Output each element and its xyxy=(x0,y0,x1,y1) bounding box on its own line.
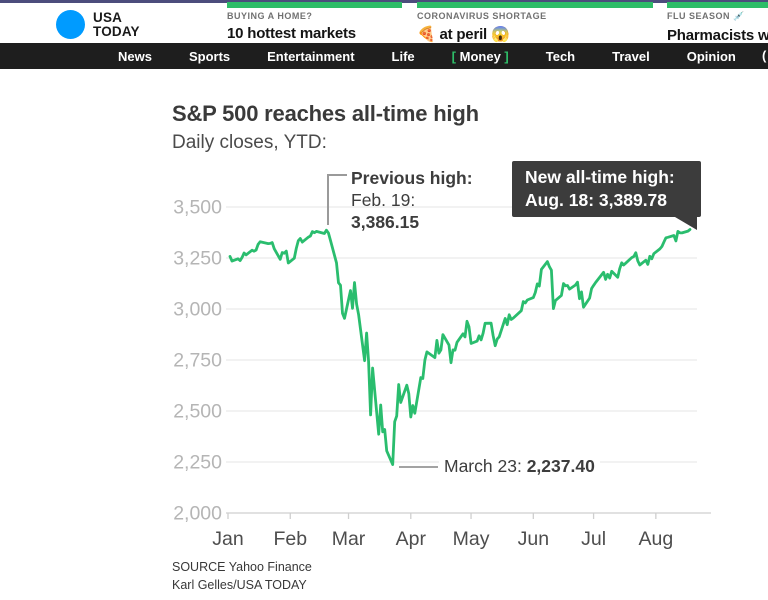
nav-item-partial[interactable]: ( xyxy=(762,48,767,63)
active-bracket-close: ] xyxy=(500,48,509,64)
svg-text:Apr: Apr xyxy=(396,528,427,550)
nav-item-news[interactable]: News xyxy=(118,48,152,64)
svg-text:Jun: Jun xyxy=(518,528,549,550)
nav-item-sports[interactable]: Sports xyxy=(188,48,231,64)
headline-teaser[interactable]: BUYING A HOME? 10 hottest markets xyxy=(227,11,356,42)
usatoday-logo-text: USA TODAY xyxy=(93,9,140,39)
usatoday-logo[interactable]: USA TODAY xyxy=(56,10,140,39)
svg-text:Feb: Feb xyxy=(273,528,307,550)
active-bracket-open: [ xyxy=(451,48,460,64)
svg-text:Jul: Jul xyxy=(581,528,606,550)
page-title: S&P 500 reaches all-time high xyxy=(172,101,479,126)
headline-teaser[interactable]: FLU SEASON 💉 Pharmacists wearing 😁 xyxy=(667,11,768,44)
nav-item-tech[interactable]: Tech xyxy=(545,48,576,64)
march-low-connector xyxy=(399,466,438,468)
teaser-headline[interactable]: 10 hottest markets xyxy=(227,25,356,42)
masthead: USA TODAY BUYING A HOME? 10 hottest marke… xyxy=(0,8,768,44)
headline-teaser[interactable]: CORONAVIRUS SHORTAGE 🍕 at peril 😱 xyxy=(417,11,547,43)
nav-item-opinion[interactable]: Opinion xyxy=(686,48,736,64)
svg-text:2,750: 2,750 xyxy=(173,350,222,372)
previous-high-connector-horizontal xyxy=(327,174,347,176)
annotation-previous-high: Previous high: Feb. 19: 3,386.15 xyxy=(351,168,473,232)
teaser-kicker: CORONAVIRUS SHORTAGE xyxy=(417,11,547,21)
teaser-kicker: BUYING A HOME? xyxy=(227,11,313,21)
teaser-headline[interactable]: Pharmacists wearing 😁 xyxy=(667,27,768,44)
nav-item-label: Money xyxy=(459,48,501,64)
svg-text:2,000: 2,000 xyxy=(173,503,222,525)
annotation-march-low: March 23: 2,237.40 xyxy=(439,456,600,479)
svg-text:Mar: Mar xyxy=(332,528,366,550)
svg-text:3,000: 3,000 xyxy=(173,299,222,321)
svg-text:2,250: 2,250 xyxy=(173,452,222,474)
top-accent-strip xyxy=(0,0,768,3)
svg-text:2,500: 2,500 xyxy=(173,401,222,423)
tooltip-tail xyxy=(675,217,697,230)
chart-subtitle: Daily closes, YTD: xyxy=(172,132,327,153)
svg-text:3,500: 3,500 xyxy=(173,197,222,219)
svg-text:Jan: Jan xyxy=(212,528,243,550)
teaser-accent-bar xyxy=(417,2,653,8)
main-nav: News Sports Entertainment Life [ Money ] Tech… xyxy=(0,43,768,69)
teaser-accent-bar xyxy=(667,2,768,8)
teaser-accent-bar xyxy=(227,2,402,8)
nav-item-money[interactable]: [ Money ] xyxy=(452,49,509,64)
nav-item-entertainment[interactable]: Entertainment xyxy=(267,48,355,64)
svg-text:Aug: Aug xyxy=(639,528,674,550)
teaser-kicker: FLU SEASON 💉 xyxy=(667,11,745,21)
source-credit: SOURCE Yahoo Finance Karl Gelles/USA TOD… xyxy=(172,560,312,592)
nav-item-travel[interactable]: Travel xyxy=(612,48,650,64)
svg-text:May: May xyxy=(453,528,490,550)
svg-text:3,250: 3,250 xyxy=(173,248,222,270)
previous-high-connector-vertical xyxy=(327,174,329,225)
teaser-headline[interactable]: 🍕 at peril 😱 xyxy=(417,26,510,43)
nav-item-life[interactable]: Life xyxy=(391,48,415,64)
annotation-new-all-time-high: New all-time high: Aug. 18: 3,389.78 xyxy=(512,161,701,230)
usatoday-logo-circle-icon xyxy=(56,10,85,39)
